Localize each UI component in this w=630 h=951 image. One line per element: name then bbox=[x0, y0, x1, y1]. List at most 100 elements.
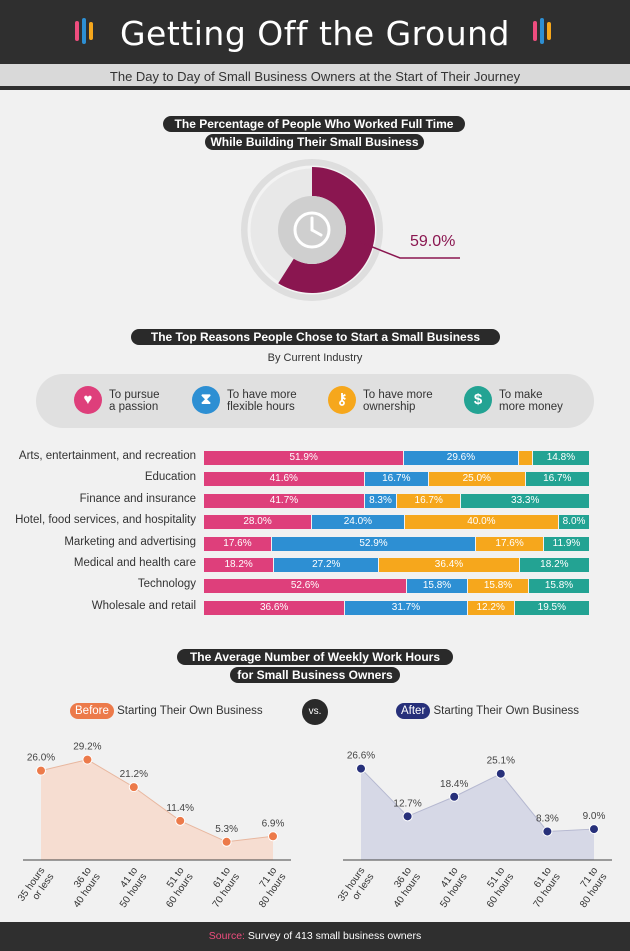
bar-segment bbox=[518, 451, 533, 465]
key-icon: ⚷ bbox=[328, 386, 356, 414]
bar-row: 41.6% 16.7% 25.0% 16.7% bbox=[204, 472, 590, 487]
after-line bbox=[360, 768, 595, 832]
before-value-label: 21.2% bbox=[120, 769, 148, 780]
after-category-label: 41 to50 hours bbox=[429, 865, 470, 910]
header: Getting Off the Ground bbox=[0, 0, 630, 64]
section2-subtitle: By Current Industry bbox=[267, 352, 363, 364]
page-subtitle: The Day to Day of Small Business Owners … bbox=[0, 64, 630, 90]
after-point bbox=[356, 763, 366, 774]
page-title: Getting Off the Ground bbox=[119, 14, 510, 53]
bar-row: 51.9% 29.6% 14.8% bbox=[204, 451, 590, 465]
source-text: Survey of 413 small business owners bbox=[247, 930, 422, 942]
before-heading-text: Starting Their Own Business bbox=[117, 705, 263, 717]
section2-title: The Top Reasons People Chose to Start a … bbox=[131, 329, 500, 345]
bar-row-label: Education bbox=[144, 471, 196, 484]
bar-segment: 29.6% bbox=[404, 451, 519, 465]
legend-ownership-line2: ownership bbox=[363, 401, 416, 413]
after-point bbox=[542, 826, 553, 837]
bar-segment: 36.6% bbox=[204, 600, 346, 615]
before-value-label: 6.9% bbox=[262, 818, 285, 829]
bar-segment: 15.8% bbox=[407, 579, 469, 594]
bar-row-label: Arts, entertainment, and recreation bbox=[18, 450, 196, 462]
bar-segment: 15.8% bbox=[468, 579, 529, 594]
before-category-label: 51 to60 hours bbox=[155, 865, 196, 910]
legend-passion-line1: To pursue bbox=[109, 389, 160, 401]
bar-row: 17.6% 52.9% 17.6% 11.9% bbox=[204, 536, 590, 551]
after-value-label: 25.1% bbox=[487, 756, 515, 767]
bar-row-label: Hotel, food services, and hospitality bbox=[15, 514, 196, 527]
before-value-label: 29.2% bbox=[73, 742, 101, 753]
bar-row-label: Marketing and advertising bbox=[64, 535, 196, 548]
after-category-label: 71 to80 hours bbox=[569, 865, 610, 910]
bar-segment: 15.8% bbox=[529, 579, 590, 594]
bar-row: 41.7% 8.3% 16.7% 33.3% bbox=[204, 493, 590, 508]
legend-ownership-line1: To have more bbox=[363, 389, 433, 401]
bar-row-label: Technology bbox=[137, 578, 196, 591]
bar-segment: 41.7% bbox=[204, 493, 365, 508]
before-value-label: 11.4% bbox=[166, 803, 194, 814]
logo-icon-right bbox=[533, 18, 557, 44]
bar-segment: 18.2% bbox=[519, 558, 590, 572]
hourglass-icon: ⧗ bbox=[192, 386, 220, 414]
bar-row-label: Wholesale and retail bbox=[91, 599, 196, 612]
bar-segment: 31.7% bbox=[345, 600, 468, 615]
after-category-label: 51 to60 hours bbox=[476, 865, 517, 910]
bar-row-label: Medical and health care bbox=[73, 557, 196, 569]
after-heading: After Starting Their Own Business bbox=[396, 703, 579, 719]
after-value-label: 9.0% bbox=[583, 811, 606, 822]
after-category-label: 36 to40 hours bbox=[383, 865, 424, 910]
bar-segment: 36.4% bbox=[379, 558, 520, 572]
weekly-hours-charts: 26.0% 35 hoursor less 29.2% 36 to40 hours 21… bbox=[16, 742, 612, 910]
bar-segment: 52.9% bbox=[271, 536, 477, 551]
donut-leader-line bbox=[359, 241, 460, 259]
footer: Source: Survey of 413 small business own… bbox=[0, 922, 630, 951]
after-point bbox=[402, 811, 413, 822]
after-category-label: 35 hoursor less bbox=[336, 865, 376, 910]
after-point bbox=[449, 791, 460, 802]
bar-segment: 33.3% bbox=[461, 493, 590, 508]
after-badge: After bbox=[396, 703, 431, 719]
bar-segment: 17.6% bbox=[476, 536, 545, 551]
heart-icon: ♥ bbox=[74, 386, 102, 414]
section1-title-line2: While Building Their Small Business bbox=[205, 134, 424, 150]
section3-title-line1: The Average Number of Weekly Work Hours bbox=[177, 649, 453, 665]
bar-segment: 28.0% bbox=[204, 515, 313, 530]
bar-row: 36.6% 31.7% 12.2% 19.5% bbox=[204, 600, 590, 615]
logo-icon-left bbox=[75, 18, 99, 44]
bar-segment: 18.2% bbox=[204, 558, 275, 572]
bar-segment: 19.5% bbox=[514, 600, 590, 615]
bar-segment: 24.0% bbox=[312, 515, 405, 530]
bar-segment: 16.7% bbox=[525, 472, 590, 487]
before-heading: Before Starting Their Own Business bbox=[70, 703, 263, 719]
donut-value-arc bbox=[278, 167, 375, 293]
before-point bbox=[221, 836, 232, 847]
clock-icon bbox=[293, 211, 331, 249]
bar-segment: 8.0% bbox=[559, 515, 590, 530]
before-area bbox=[41, 759, 273, 860]
source-label: Source: bbox=[208, 930, 245, 942]
after-heading-text: Starting Their Own Business bbox=[433, 705, 580, 717]
before-category-label: 71 to80 hours bbox=[248, 865, 289, 910]
before-category-label: 61 to70 hours bbox=[202, 865, 243, 910]
bar-segment: 12.2% bbox=[467, 600, 515, 615]
after-value-label: 18.4% bbox=[440, 779, 468, 790]
before-line bbox=[40, 759, 274, 843]
section1-title-line1: The Percentage of People Who Worked Full… bbox=[163, 116, 465, 132]
bar-row: 28.0% 24.0% 40.0% 8.0% bbox=[204, 515, 590, 530]
bar-segment: 8.3% bbox=[364, 493, 397, 508]
after-value-label: 12.7% bbox=[393, 798, 421, 809]
legend-money-line2: more money bbox=[499, 401, 563, 413]
vs-badge: vs. bbox=[302, 699, 328, 725]
bar-row: 18.2% 27.2% 36.4% 18.2% bbox=[204, 558, 590, 572]
bar-segment: 16.7% bbox=[364, 472, 430, 487]
before-point bbox=[36, 765, 46, 776]
bar-segment: 41.6% bbox=[204, 472, 365, 487]
bar-segment: 40.0% bbox=[404, 515, 560, 530]
bar-row: 52.6% 15.8% 15.8% 15.8% bbox=[204, 579, 590, 594]
legend-passion-line2: a passion bbox=[109, 401, 159, 413]
before-point bbox=[82, 754, 93, 765]
before-point bbox=[175, 815, 186, 826]
bar-segment: 52.6% bbox=[204, 579, 408, 594]
bar-segment: 11.9% bbox=[544, 536, 590, 551]
before-badge: Before bbox=[70, 703, 114, 719]
